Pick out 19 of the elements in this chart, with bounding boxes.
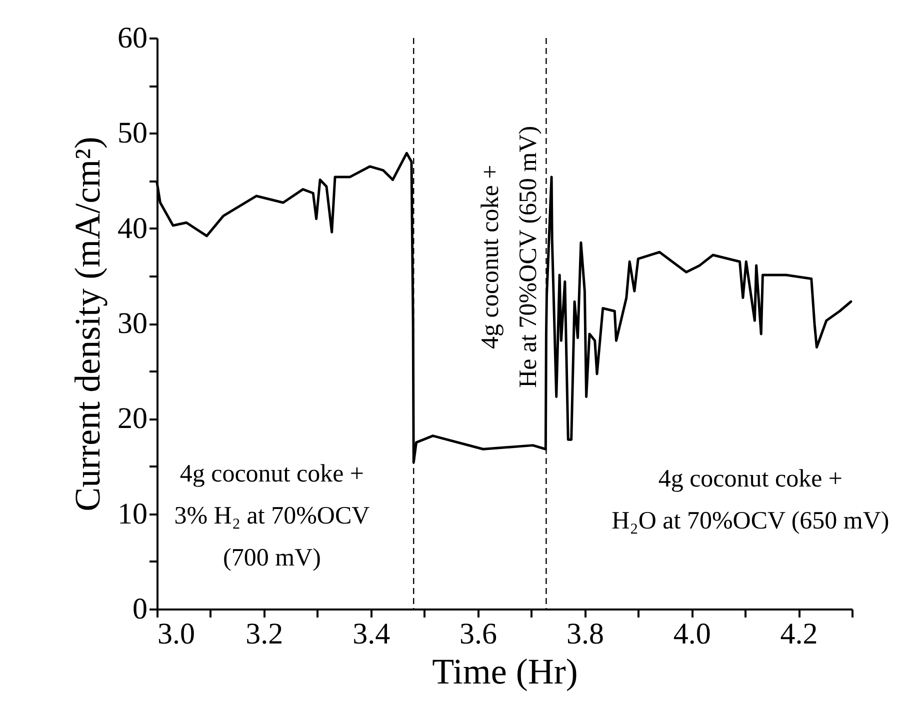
y-tick-label: 20	[118, 402, 148, 436]
y-axis-title: Current density (mA/cm²)	[68, 136, 108, 512]
x-axis-title: Time (Hr)	[432, 652, 578, 692]
x-tick-label: 3.6	[460, 618, 498, 650]
annotation: 4g coconut coke + He at 70%OCV (650 mV)	[476, 126, 542, 388]
y-tick-label: 10	[118, 497, 148, 530]
y-tick-label: 60	[118, 22, 148, 54]
x-tick-label: 3.8	[566, 618, 604, 650]
y-tick-label: 0	[132, 592, 148, 626]
x-tick-label: 4.0	[673, 618, 711, 650]
y-tick-label: 30	[118, 307, 148, 340]
y-tick-label: 50	[118, 116, 148, 150]
x-tick-label: 4.2	[780, 618, 818, 650]
x-tick-label: 3.0	[158, 618, 195, 650]
x-tick-label: 3.2	[246, 618, 284, 650]
x-tick-label: 3.4	[352, 618, 390, 650]
annotation: 4g coconut coke + 3% H₂ at 70%OCV (700 mV)	[174, 460, 370, 572]
annotation: 4g coconut coke + H₂O at 70%OCV (650 mV)	[612, 465, 890, 534]
y-tick-label: 40	[118, 212, 148, 245]
